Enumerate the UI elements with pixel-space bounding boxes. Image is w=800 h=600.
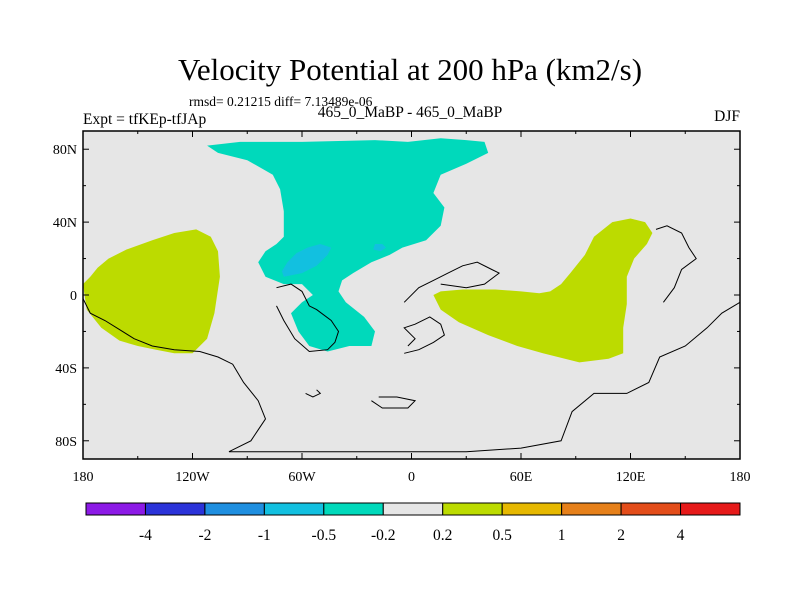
coastline-eurasia-coast (403, 261, 501, 303)
coastline-coast-west (83, 298, 740, 453)
colorbar-swatch (382, 502, 444, 516)
y-tick-label: 80S (55, 435, 77, 450)
colorbar-swatch (263, 502, 325, 516)
x-tick-label: 0 (408, 470, 415, 485)
x-tick-label: 60W (288, 470, 316, 485)
y-tick-label: 0 (70, 289, 77, 304)
coastline-africa (403, 316, 445, 354)
stats-line: rmsd= 0.21215 diff= 7.13489e-06 (189, 94, 373, 109)
x-tick-label: 180 (730, 470, 751, 485)
colorbar-swatch (442, 502, 503, 516)
contour-region-negative-spot (373, 244, 386, 252)
colorbar-swatch (680, 502, 741, 516)
colorbar-swatch (85, 502, 146, 516)
contour-region-negative-center (281, 244, 332, 277)
colorbar-label: -4 (139, 527, 152, 544)
colorbar-label: 2 (617, 527, 625, 544)
y-tick-label: 40S (55, 362, 77, 377)
colorbar-swatch (620, 502, 682, 516)
chart-title: Velocity Potential at 200 hPa (km2/s) (177, 52, 643, 87)
colorbar-swatch (144, 502, 206, 516)
colorbar-label: 0.5 (492, 527, 512, 544)
coastline-far-east (655, 225, 697, 303)
colorbar: -4 -2 -1 -0.5 -0.2 0.2 0.5 1 2 4 (85, 502, 741, 544)
coastline-south-america (276, 283, 340, 353)
colorbar-label: -1 (258, 527, 271, 544)
x-tick-label: 60E (510, 470, 533, 485)
contour-region-negative-atlantic (207, 138, 489, 352)
x-tick-label: 180 (73, 470, 94, 485)
y-tick-label: 80N (53, 143, 77, 158)
colorbar-label: -0.2 (371, 527, 396, 544)
colorbar-label: -0.5 (312, 527, 337, 544)
colorbar-label: 0.2 (433, 527, 452, 544)
left-label: Expt = tfKEp-tfJAp (83, 111, 207, 128)
colorbar-swatch (323, 502, 384, 516)
map-contents (83, 138, 740, 453)
coastline-south-island-2 (305, 389, 322, 398)
colorbar-swatch (204, 502, 265, 516)
colorbar-label: 4 (677, 527, 685, 544)
x-tick-label: 120E (616, 470, 646, 485)
center-label: 465_0_MaBP - 465_0_MaBP (317, 104, 503, 121)
x-tick-label: 120W (175, 470, 210, 485)
right-label: DJF (714, 108, 740, 125)
contour-region-positive-north-pacific (83, 229, 220, 354)
colorbar-swatch (501, 502, 563, 516)
coastline-south-island-1 (371, 396, 417, 409)
colorbar-label: -2 (198, 527, 211, 544)
map-area (83, 131, 740, 459)
contour-region-positive-indian-ocean (433, 218, 653, 363)
colorbar-swatch (561, 502, 622, 516)
y-tick-label: 40N (53, 216, 77, 231)
colorbar-label: 1 (558, 527, 566, 544)
axes: 180 120W 60W 0 60E 120E 180 80N 40N 0 40S 80S (53, 130, 751, 485)
